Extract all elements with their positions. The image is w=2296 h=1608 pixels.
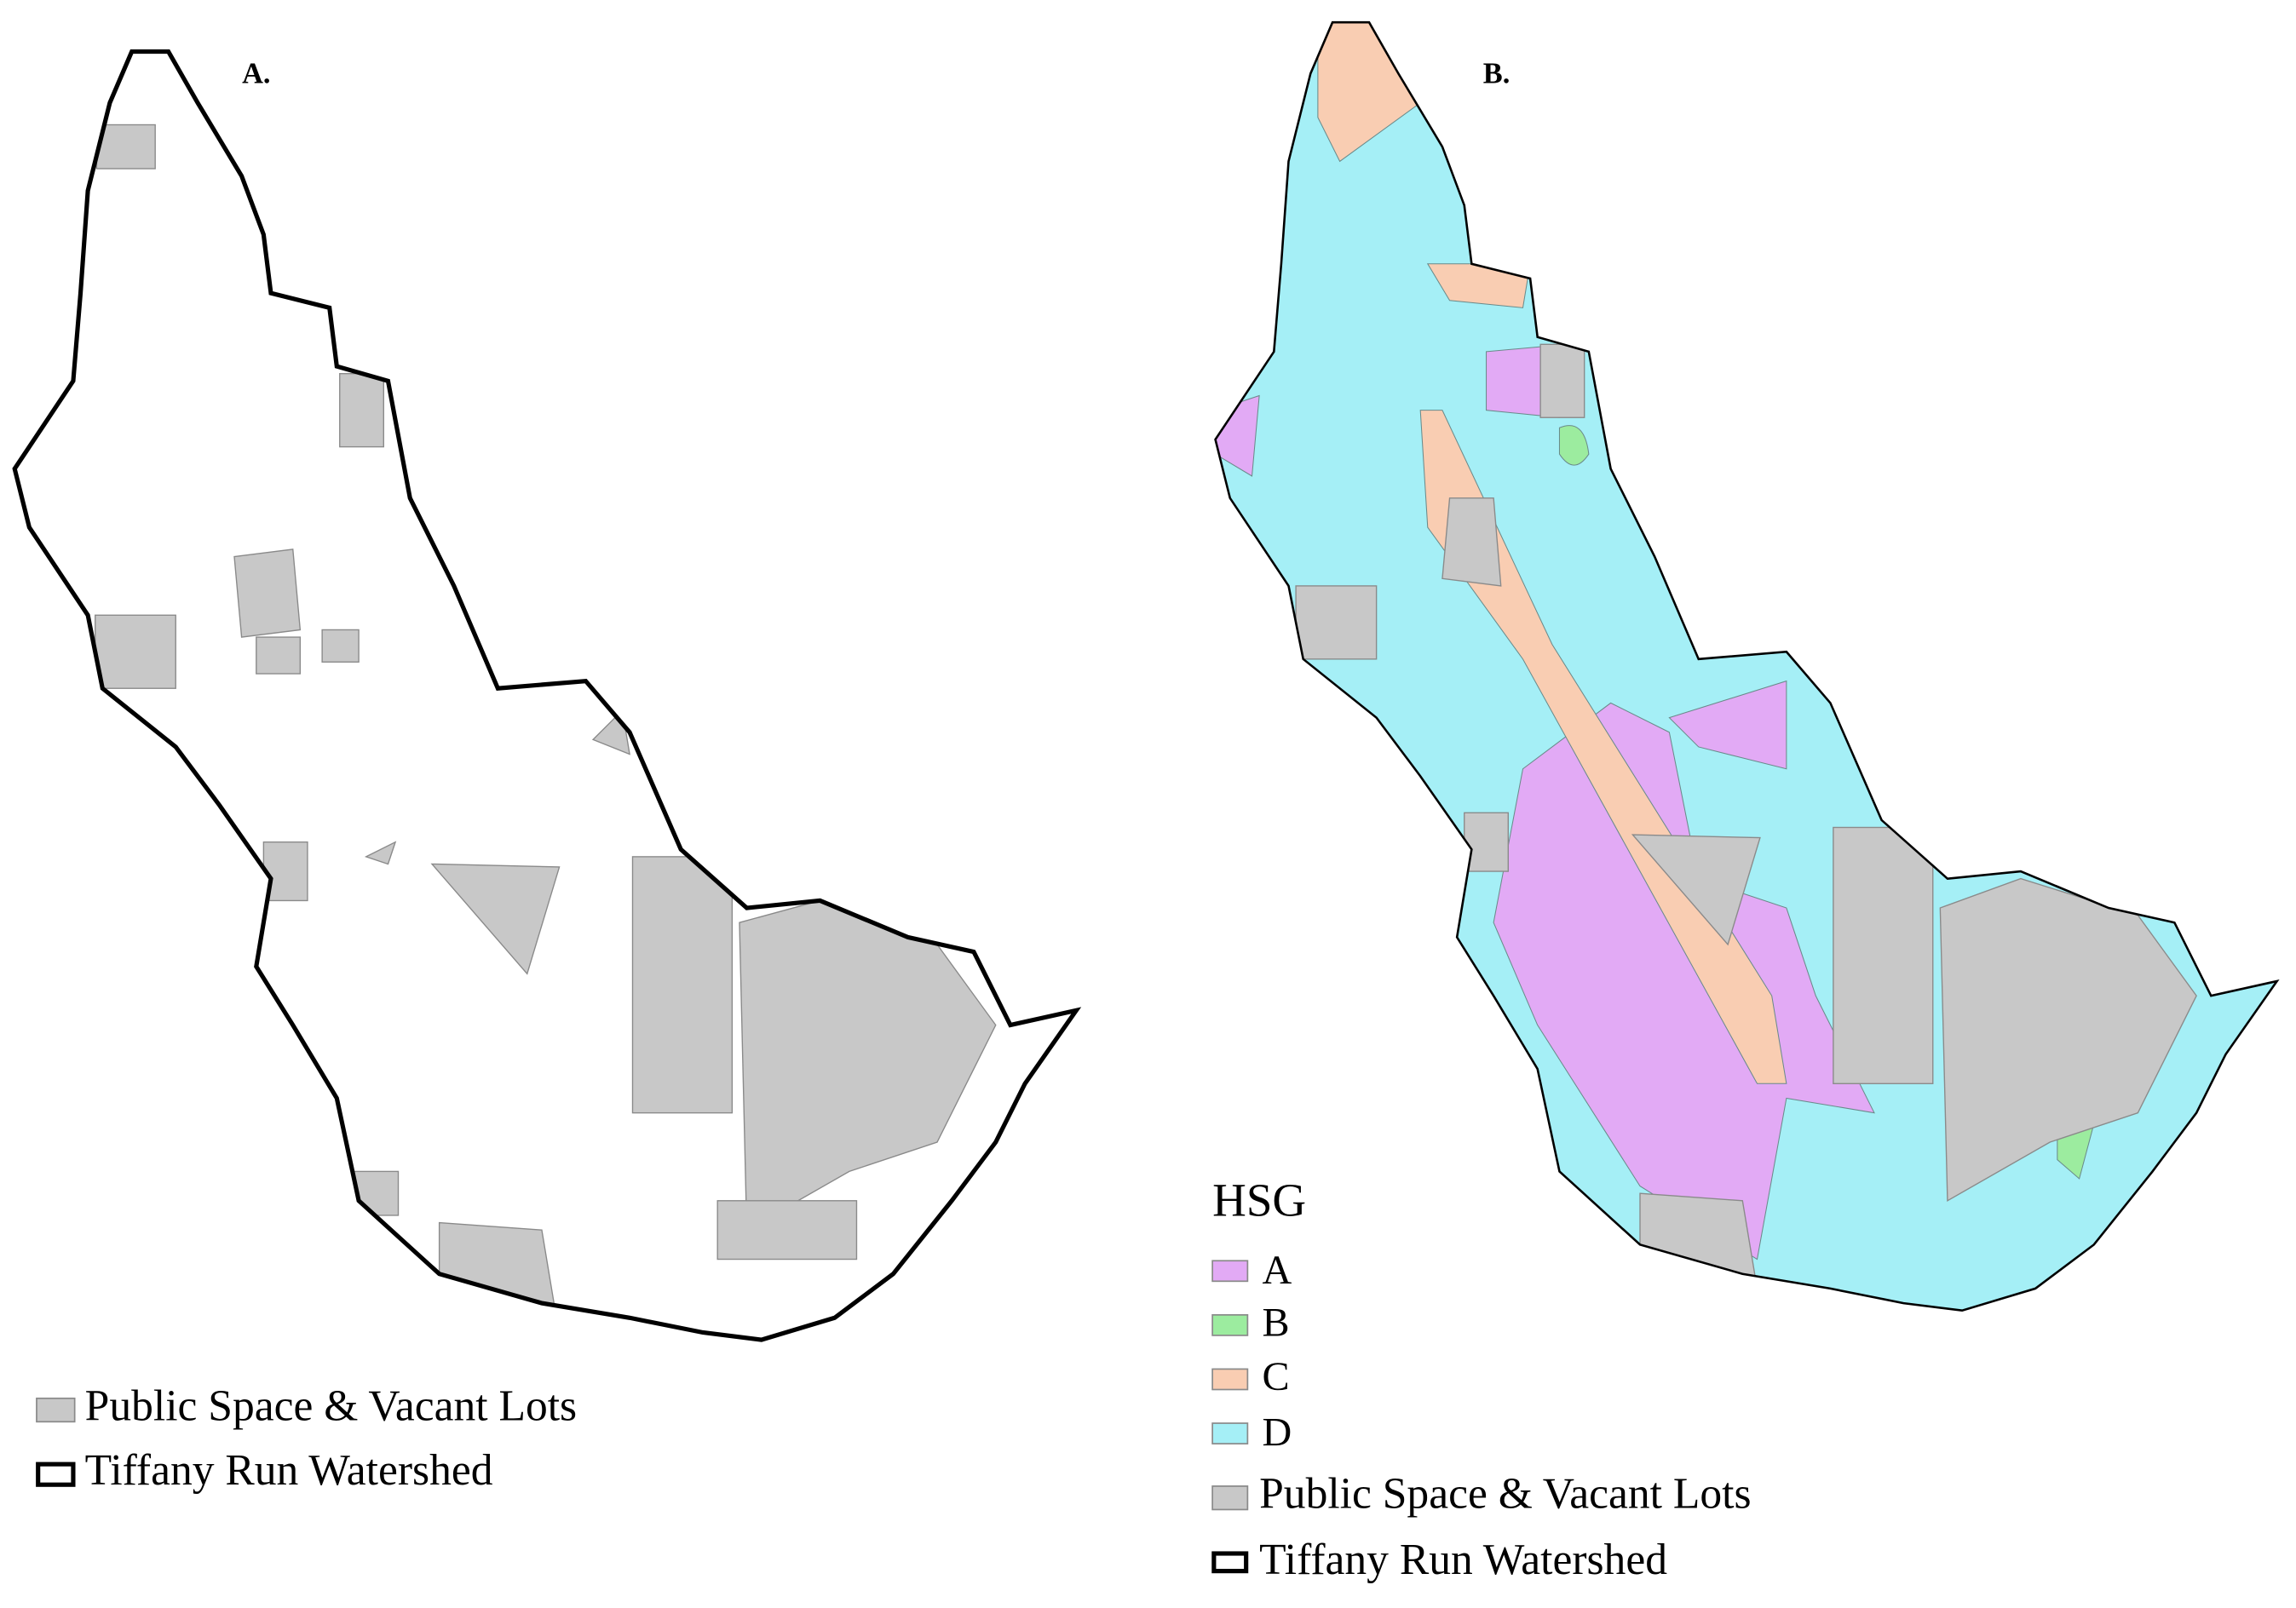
legend-label: Tiffany Run Watershed — [1259, 1536, 1667, 1584]
legend-swatch — [36, 1462, 76, 1487]
legend-swatch — [1211, 1551, 1249, 1574]
legend-swatch — [1211, 1422, 1249, 1444]
legend-swatch — [1211, 1368, 1249, 1391]
legend-title: HSG — [1212, 1174, 1306, 1226]
panel-a-map: A. Public Space & Vacant Lots Tiffany Ru… — [14, 52, 1076, 1495]
hsg-a-area — [1668, 680, 1787, 770]
legend-label: D — [1263, 1410, 1292, 1456]
hsg-a-area — [1493, 702, 1875, 1261]
legend-label: Public Space & Vacant Lots — [1259, 1470, 1751, 1519]
panel-b-map: B. HSG A B C D Public Space & Vacant Lot… — [1211, 20, 2278, 1584]
public-space-lots — [95, 123, 997, 1319]
legend-swatch — [36, 1397, 76, 1423]
legend-swatch — [1211, 1260, 1249, 1283]
panel-label: B. — [1483, 58, 1511, 90]
legend-label: Tiffany Run Watershed — [85, 1446, 493, 1495]
legend-label: B — [1263, 1301, 1290, 1346]
legend-label: Public Space & Vacant Lots — [85, 1381, 577, 1430]
legend-swatch — [1211, 1313, 1249, 1336]
panel-label: A. — [242, 58, 270, 90]
legend-label: A — [1263, 1248, 1292, 1293]
legend-label: C — [1263, 1354, 1290, 1399]
legend-swatch — [1211, 1485, 1249, 1511]
hsg-b-area — [1558, 425, 1590, 466]
